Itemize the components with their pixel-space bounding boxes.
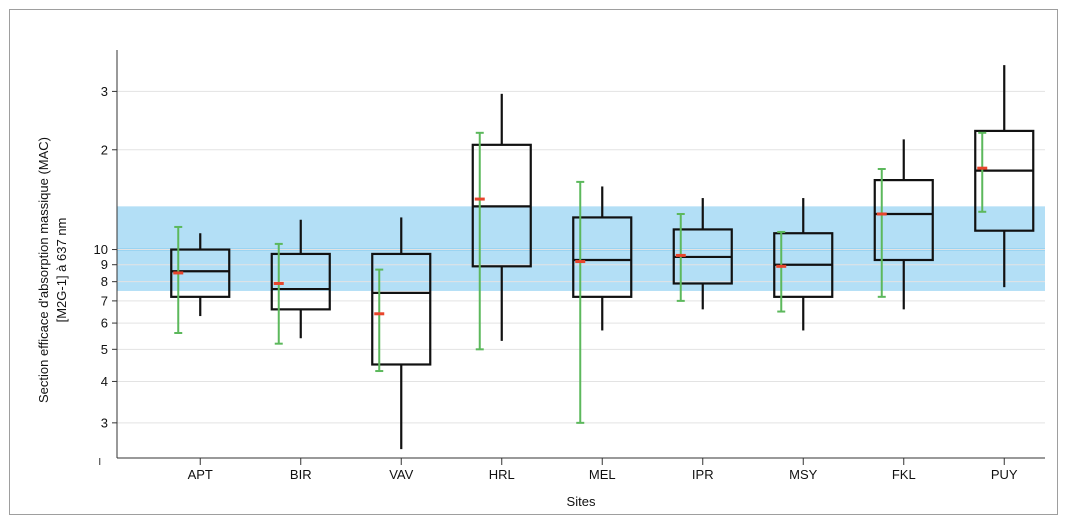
box-bir xyxy=(270,219,331,345)
box-msy xyxy=(773,198,834,331)
y-tick-label: 2 xyxy=(101,142,108,157)
x-tick-label: APT xyxy=(188,467,213,482)
y-tick-label: 9 xyxy=(101,257,108,272)
box-fkl xyxy=(873,139,934,310)
iqr-box xyxy=(371,252,432,366)
x-tick-label: IPR xyxy=(692,467,714,482)
x-tick-label: BIR xyxy=(290,467,312,482)
iqr-box xyxy=(572,216,633,298)
box-ipr xyxy=(672,198,733,310)
y-tick-label: 5 xyxy=(101,342,108,357)
y-tick-label: 10 xyxy=(94,242,108,257)
iqr-box xyxy=(270,252,331,311)
x-axis-title: Sites xyxy=(567,494,596,509)
box-apt xyxy=(170,225,231,335)
box-vav xyxy=(371,217,432,450)
data-layer xyxy=(170,65,1035,450)
x-tick-label: FKL xyxy=(892,467,916,482)
iqr-box xyxy=(873,179,934,262)
y-tick-label: 4 xyxy=(101,374,108,389)
iqr-box xyxy=(170,248,231,298)
box-puy xyxy=(974,65,1035,288)
iqr-box xyxy=(974,129,1035,232)
y-axis-title-line-1: Section efficace d'absorption massique (… xyxy=(36,137,51,403)
y-tick-label: 7 xyxy=(101,293,108,308)
x-tick-label: MEL xyxy=(589,467,616,482)
x-tick-label: VAV xyxy=(389,467,413,482)
x-tick-label: PUY xyxy=(991,467,1018,482)
x-tick-label: MSY xyxy=(789,467,818,482)
y-tick-label: 8 xyxy=(101,274,108,289)
y-tick-label: 3 xyxy=(101,415,108,430)
x-tick-label: HRL xyxy=(489,467,515,482)
axis-layer: 3 4 5 6 7 8 910 2 3 APT BIR VAV HRL MEL IPR MSY FKL PUY xyxy=(94,50,1045,482)
y-tick-label: 6 xyxy=(101,316,108,331)
box-mel xyxy=(572,180,633,424)
box-hrl xyxy=(471,93,532,351)
y-tick-label: 3 xyxy=(101,84,108,99)
y-axis-title-line-2: [M2G-1] à 637 nm xyxy=(54,218,69,323)
